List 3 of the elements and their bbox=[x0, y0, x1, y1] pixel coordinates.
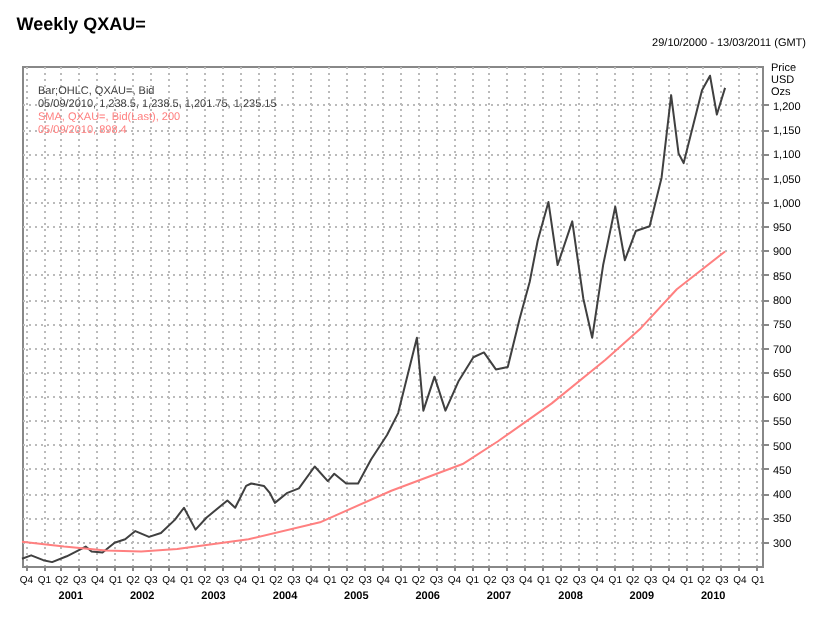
line-series bbox=[21, 74, 727, 564]
line-series bbox=[21, 250, 727, 553]
chart-title: Weekly QXAU= bbox=[16, 14, 146, 34]
